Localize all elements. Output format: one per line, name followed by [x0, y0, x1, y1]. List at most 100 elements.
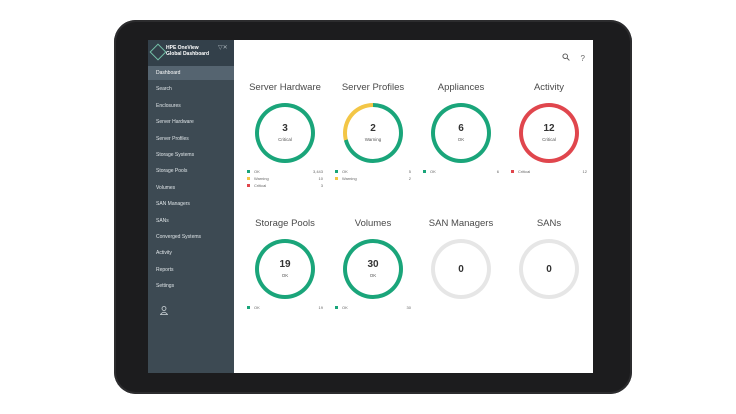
legend-swatch: [247, 177, 250, 180]
donut-center: 0: [435, 243, 487, 295]
donut-status: OK: [281, 273, 289, 278]
legend-row[interactable]: Warning 2: [335, 175, 411, 182]
sidebar-item-volumes[interactable]: Volumes: [156, 184, 176, 191]
legend-swatch: [247, 170, 250, 173]
sidebar-item-server-hardware[interactable]: Server Hardware: [156, 119, 194, 126]
legend-value: 3,443: [312, 169, 323, 174]
legend-label: OK: [254, 169, 260, 174]
sidebar-item-reports[interactable]: Reports: [156, 266, 174, 273]
sidebar-item-sans[interactable]: SANs: [156, 217, 169, 224]
sidebar-item-storage-systems[interactable]: Storage Systems: [156, 152, 195, 158]
legend-value: 3: [320, 183, 323, 188]
legend-swatch: [423, 170, 426, 173]
legend-label: OK: [430, 169, 436, 174]
sidebar-item-settings[interactable]: Settings: [156, 283, 175, 290]
app-brand: HPE OneView Global Dashboard ▽✕: [148, 40, 234, 66]
tile-server-profiles[interactable]: Server Profiles 2 Warning OK 5 Warning 2: [330, 82, 416, 192]
legend-swatch: [335, 170, 338, 173]
tile-title: SANs: [536, 218, 562, 229]
legend-label: Warning: [342, 176, 357, 181]
legend-row[interactable]: OK 19: [247, 304, 323, 311]
tile-server-hardware[interactable]: Server Hardware 3 Critical OK 3,443 Warning 10…: [242, 82, 328, 192]
app-title: HPE OneView Global Dashboard: [166, 45, 209, 57]
legend-value: 6: [496, 169, 499, 174]
donut-count: 12: [543, 123, 555, 134]
status-donut[interactable]: 0: [519, 239, 579, 299]
status-legend: OK 3,443 Warning 10 Critical 3: [247, 168, 323, 189]
tile-appliances[interactable]: Appliances 6 OK OK 6: [418, 82, 504, 192]
tile-san-managers[interactable]: SAN Managers 0: [418, 218, 504, 328]
donut-center: 3 Critical: [259, 107, 311, 159]
status-legend: OK 6: [423, 168, 499, 175]
search-icon-glyph: [562, 53, 571, 61]
tile-title: Server Hardware: [249, 82, 321, 93]
status-legend: OK 30: [335, 304, 411, 311]
donut-count: 19: [279, 259, 291, 270]
sidebar-item-san-managers[interactable]: SAN Managers: [156, 201, 190, 208]
status-donut[interactable]: 0: [431, 239, 491, 299]
legend-row[interactable]: OK 6: [423, 168, 499, 175]
legend-row[interactable]: Critical 12: [511, 168, 587, 175]
search-icon[interactable]: [562, 53, 572, 63]
legend-swatch: [335, 306, 338, 309]
help-button[interactable]: ?: [580, 54, 585, 63]
hpe-logo-icon: [149, 43, 167, 61]
donut-count: 6: [458, 123, 464, 134]
tile-sans[interactable]: SANs 0: [506, 218, 592, 328]
tile-title: Server Profiles: [341, 82, 405, 93]
donut-center: 6 OK: [435, 107, 487, 159]
sidebar-item-converged-systems[interactable]: Converged Systems: [156, 234, 202, 240]
tile-title: SAN Managers: [428, 218, 494, 229]
donut-count: 2: [370, 123, 376, 134]
legend-row[interactable]: OK 3,443: [247, 168, 323, 175]
status-donut[interactable]: 30 OK: [343, 239, 403, 299]
tile-storage-pools[interactable]: Storage Pools 19 OK OK 19: [242, 218, 328, 328]
legend-row[interactable]: OK 5: [335, 168, 411, 175]
legend-value: 30: [406, 305, 411, 310]
legend-label: Warning: [254, 176, 269, 181]
sidebar-item-dashboard[interactable]: Dashboard: [148, 66, 234, 80]
legend-row[interactable]: OK 30: [335, 304, 411, 311]
legend-label: Critical: [518, 169, 531, 174]
app-title-line2: Global Dashboard: [166, 51, 210, 57]
legend-row[interactable]: Warning 10: [247, 175, 323, 182]
header-actions: ?: [554, 53, 585, 63]
donut-status: OK: [457, 137, 465, 142]
legend-label: Critical: [254, 183, 267, 188]
tile-volumes[interactable]: Volumes 30 OK OK 30: [330, 218, 416, 328]
legend-value: 2: [408, 176, 411, 181]
tile-activity[interactable]: Activity 12 Critical Critical 12: [506, 82, 592, 192]
status-donut[interactable]: 3 Critical: [255, 103, 315, 163]
donut-count: 0: [458, 264, 464, 275]
sidebar-item-search[interactable]: Search: [156, 86, 172, 93]
status-legend: OK 19: [247, 304, 323, 311]
legend-value: 5: [408, 169, 411, 174]
legend-swatch: [247, 184, 250, 187]
donut-center: 30 OK: [347, 243, 399, 295]
sidebar-item-enclosures[interactable]: Enclosures: [156, 102, 181, 109]
sidebar-item-server-profiles[interactable]: Server Profiles: [156, 135, 189, 142]
donut-count: 3: [282, 123, 288, 134]
status-donut[interactable]: 19 OK: [255, 239, 315, 299]
donut-count: 30: [367, 259, 379, 270]
filter-icon[interactable]: ▽: [218, 45, 223, 51]
user-icon[interactable]: [159, 306, 169, 317]
legend-label: OK: [342, 169, 348, 174]
tile-title: Activity: [533, 82, 565, 93]
status-donut[interactable]: 6 OK: [431, 103, 491, 163]
donut-center: 12 Critical: [523, 107, 575, 159]
donut-center: 19 OK: [259, 243, 311, 295]
sidebar-item-activity[interactable]: Activity: [156, 250, 172, 257]
donut-center: 0: [523, 243, 575, 295]
status-donut[interactable]: 12 Critical: [519, 103, 579, 163]
sidebar: HPE OneView Global Dashboard ▽✕ Dashboar…: [148, 40, 234, 373]
status-donut[interactable]: 2 Warning: [343, 103, 403, 163]
app-screen: HPE OneView Global Dashboard ▽✕ Dashboar…: [148, 40, 593, 373]
legend-label: OK: [254, 305, 260, 310]
sidebar-controls: ▽✕: [218, 44, 228, 51]
legend-row[interactable]: Critical 3: [247, 182, 323, 189]
close-icon[interactable]: ✕: [222, 45, 228, 51]
donut-status: Critical: [542, 137, 556, 142]
sidebar-item-storage-pools[interactable]: Storage Pools: [156, 168, 188, 175]
user-icon-glyph: [159, 306, 169, 315]
